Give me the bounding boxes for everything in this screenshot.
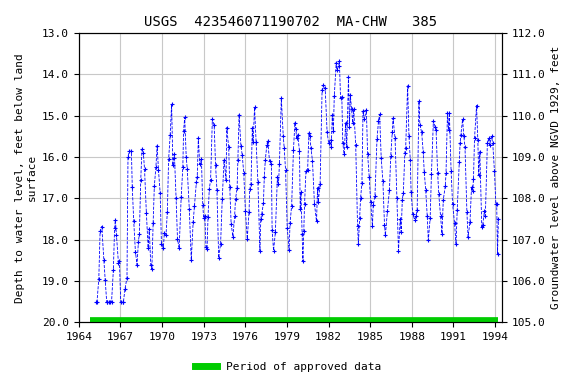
- Legend: Period of approved data: Period of approved data: [191, 358, 385, 377]
- Title: USGS  423546071190702  MA-CHW   385: USGS 423546071190702 MA-CHW 385: [144, 15, 437, 29]
- Y-axis label: Depth to water level, feet below land
surface: Depth to water level, feet below land su…: [15, 53, 37, 303]
- Y-axis label: Groundwater level above NGVD 1929, feet: Groundwater level above NGVD 1929, feet: [551, 46, 561, 309]
